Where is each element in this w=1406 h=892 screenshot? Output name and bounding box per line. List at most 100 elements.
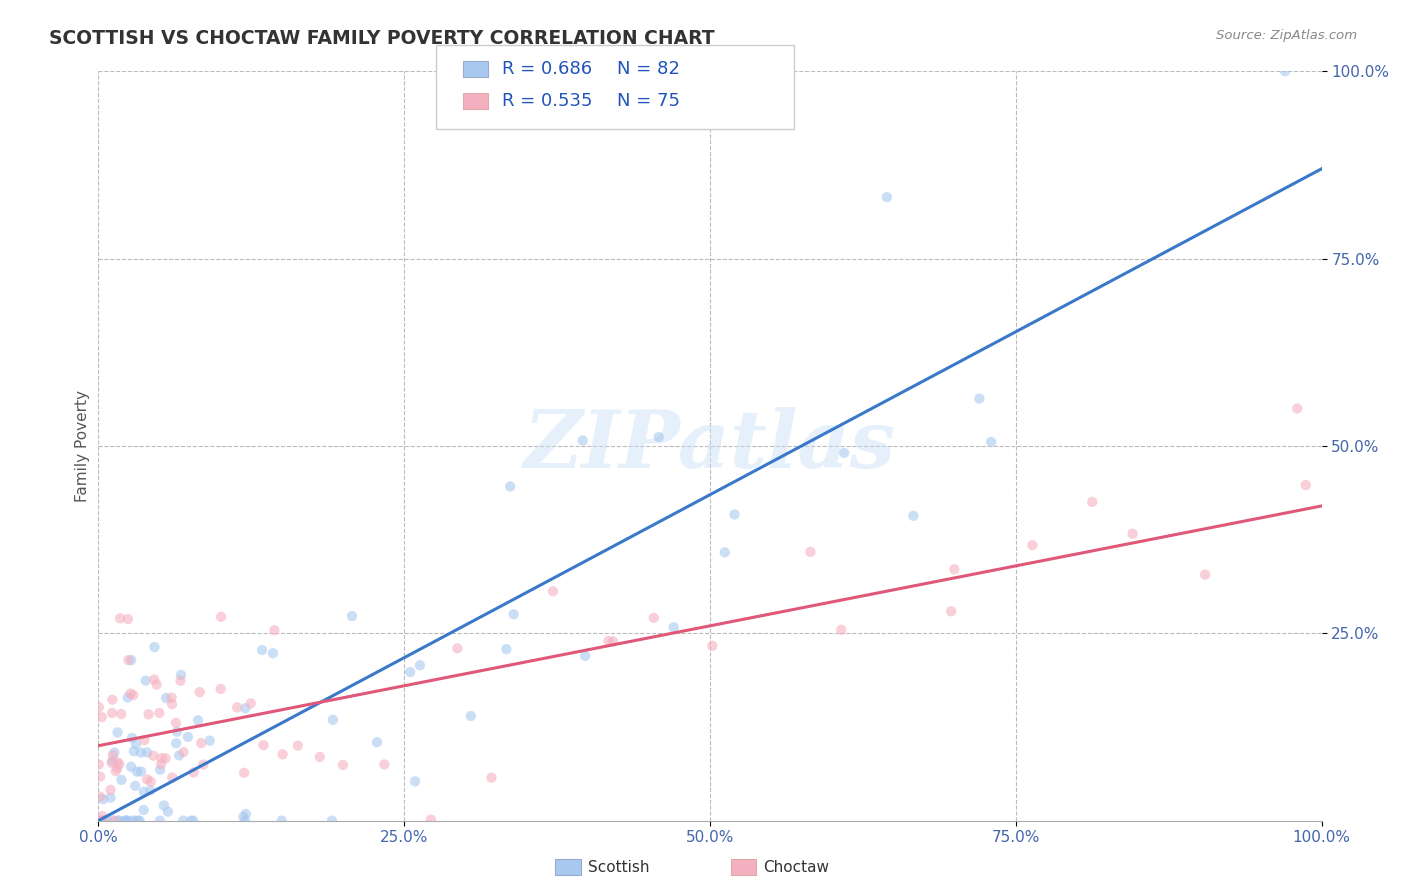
Point — [980, 434, 1002, 449]
Point — [107, 725, 129, 739]
Point — [101, 706, 124, 720]
Point — [166, 724, 188, 739]
Point — [160, 690, 183, 705]
Point — [170, 668, 193, 682]
Point — [91, 809, 114, 823]
Point — [188, 685, 211, 699]
Text: R = 0.686: R = 0.686 — [502, 60, 592, 78]
Point — [183, 814, 205, 828]
Text: Source: ZipAtlas.com: Source: ZipAtlas.com — [1216, 29, 1357, 42]
Point — [125, 764, 148, 779]
Point — [193, 757, 215, 772]
Point — [187, 714, 209, 728]
Point — [89, 814, 111, 828]
Text: N = 75: N = 75 — [617, 92, 681, 110]
Point — [110, 707, 132, 722]
Point — [124, 814, 146, 828]
Point — [1021, 538, 1043, 552]
Point — [643, 611, 665, 625]
Point — [105, 761, 128, 775]
Point — [138, 707, 160, 722]
Point — [115, 814, 138, 828]
Point — [167, 748, 190, 763]
Point — [122, 688, 145, 702]
Point — [127, 814, 149, 828]
Point — [143, 673, 166, 687]
Point — [399, 665, 422, 679]
Point — [162, 771, 184, 785]
Point — [155, 691, 177, 706]
Point — [198, 733, 221, 747]
Point — [150, 757, 173, 772]
Point — [136, 745, 159, 759]
Point — [832, 446, 855, 460]
Point — [87, 757, 110, 772]
Point — [117, 612, 139, 626]
Point — [541, 584, 564, 599]
Point — [143, 640, 166, 654]
Point — [876, 190, 898, 204]
Point — [125, 737, 148, 751]
Point — [481, 771, 503, 785]
Point — [460, 709, 482, 723]
Point — [209, 609, 232, 624]
Point — [104, 764, 127, 779]
Point — [332, 758, 354, 772]
Point — [366, 735, 388, 749]
Point — [139, 774, 162, 789]
Point — [100, 782, 122, 797]
Point — [115, 814, 138, 828]
Point — [160, 697, 183, 711]
Point — [115, 814, 138, 828]
Point — [1295, 478, 1317, 492]
Point — [89, 770, 111, 784]
Point — [117, 690, 139, 705]
Point — [226, 700, 249, 714]
Point — [121, 731, 143, 745]
Point — [134, 733, 156, 747]
Point — [571, 434, 593, 448]
Point — [91, 814, 114, 828]
Point — [87, 700, 110, 714]
Point — [129, 746, 152, 760]
Point — [263, 624, 285, 638]
Point — [1194, 567, 1216, 582]
Point — [91, 792, 114, 806]
Point — [598, 633, 620, 648]
Point — [165, 715, 187, 730]
Point — [1081, 495, 1104, 509]
Point — [149, 763, 172, 777]
Point — [136, 772, 159, 787]
Point — [103, 814, 125, 828]
Point — [209, 681, 232, 696]
Point — [90, 710, 112, 724]
Point — [308, 750, 330, 764]
Point — [110, 772, 132, 787]
Point — [100, 756, 122, 770]
Point — [252, 738, 274, 752]
Point — [101, 748, 124, 763]
Point — [107, 756, 129, 770]
Point — [150, 751, 173, 765]
Point — [340, 609, 363, 624]
Point — [1122, 526, 1144, 541]
Point — [235, 701, 257, 715]
Point — [101, 814, 124, 828]
Text: N = 82: N = 82 — [617, 60, 681, 78]
Y-axis label: Family Poverty: Family Poverty — [75, 390, 90, 502]
Point — [903, 508, 925, 523]
Point — [139, 783, 162, 797]
Point — [120, 653, 142, 667]
Point — [419, 813, 441, 827]
Point — [90, 814, 112, 828]
Point — [101, 692, 124, 706]
Point — [404, 774, 426, 789]
Point — [235, 807, 257, 822]
Point — [135, 673, 157, 688]
Point — [799, 545, 821, 559]
Point — [108, 757, 131, 772]
Point — [173, 745, 195, 759]
Point — [120, 760, 142, 774]
Point — [145, 677, 167, 691]
Point — [156, 805, 179, 819]
